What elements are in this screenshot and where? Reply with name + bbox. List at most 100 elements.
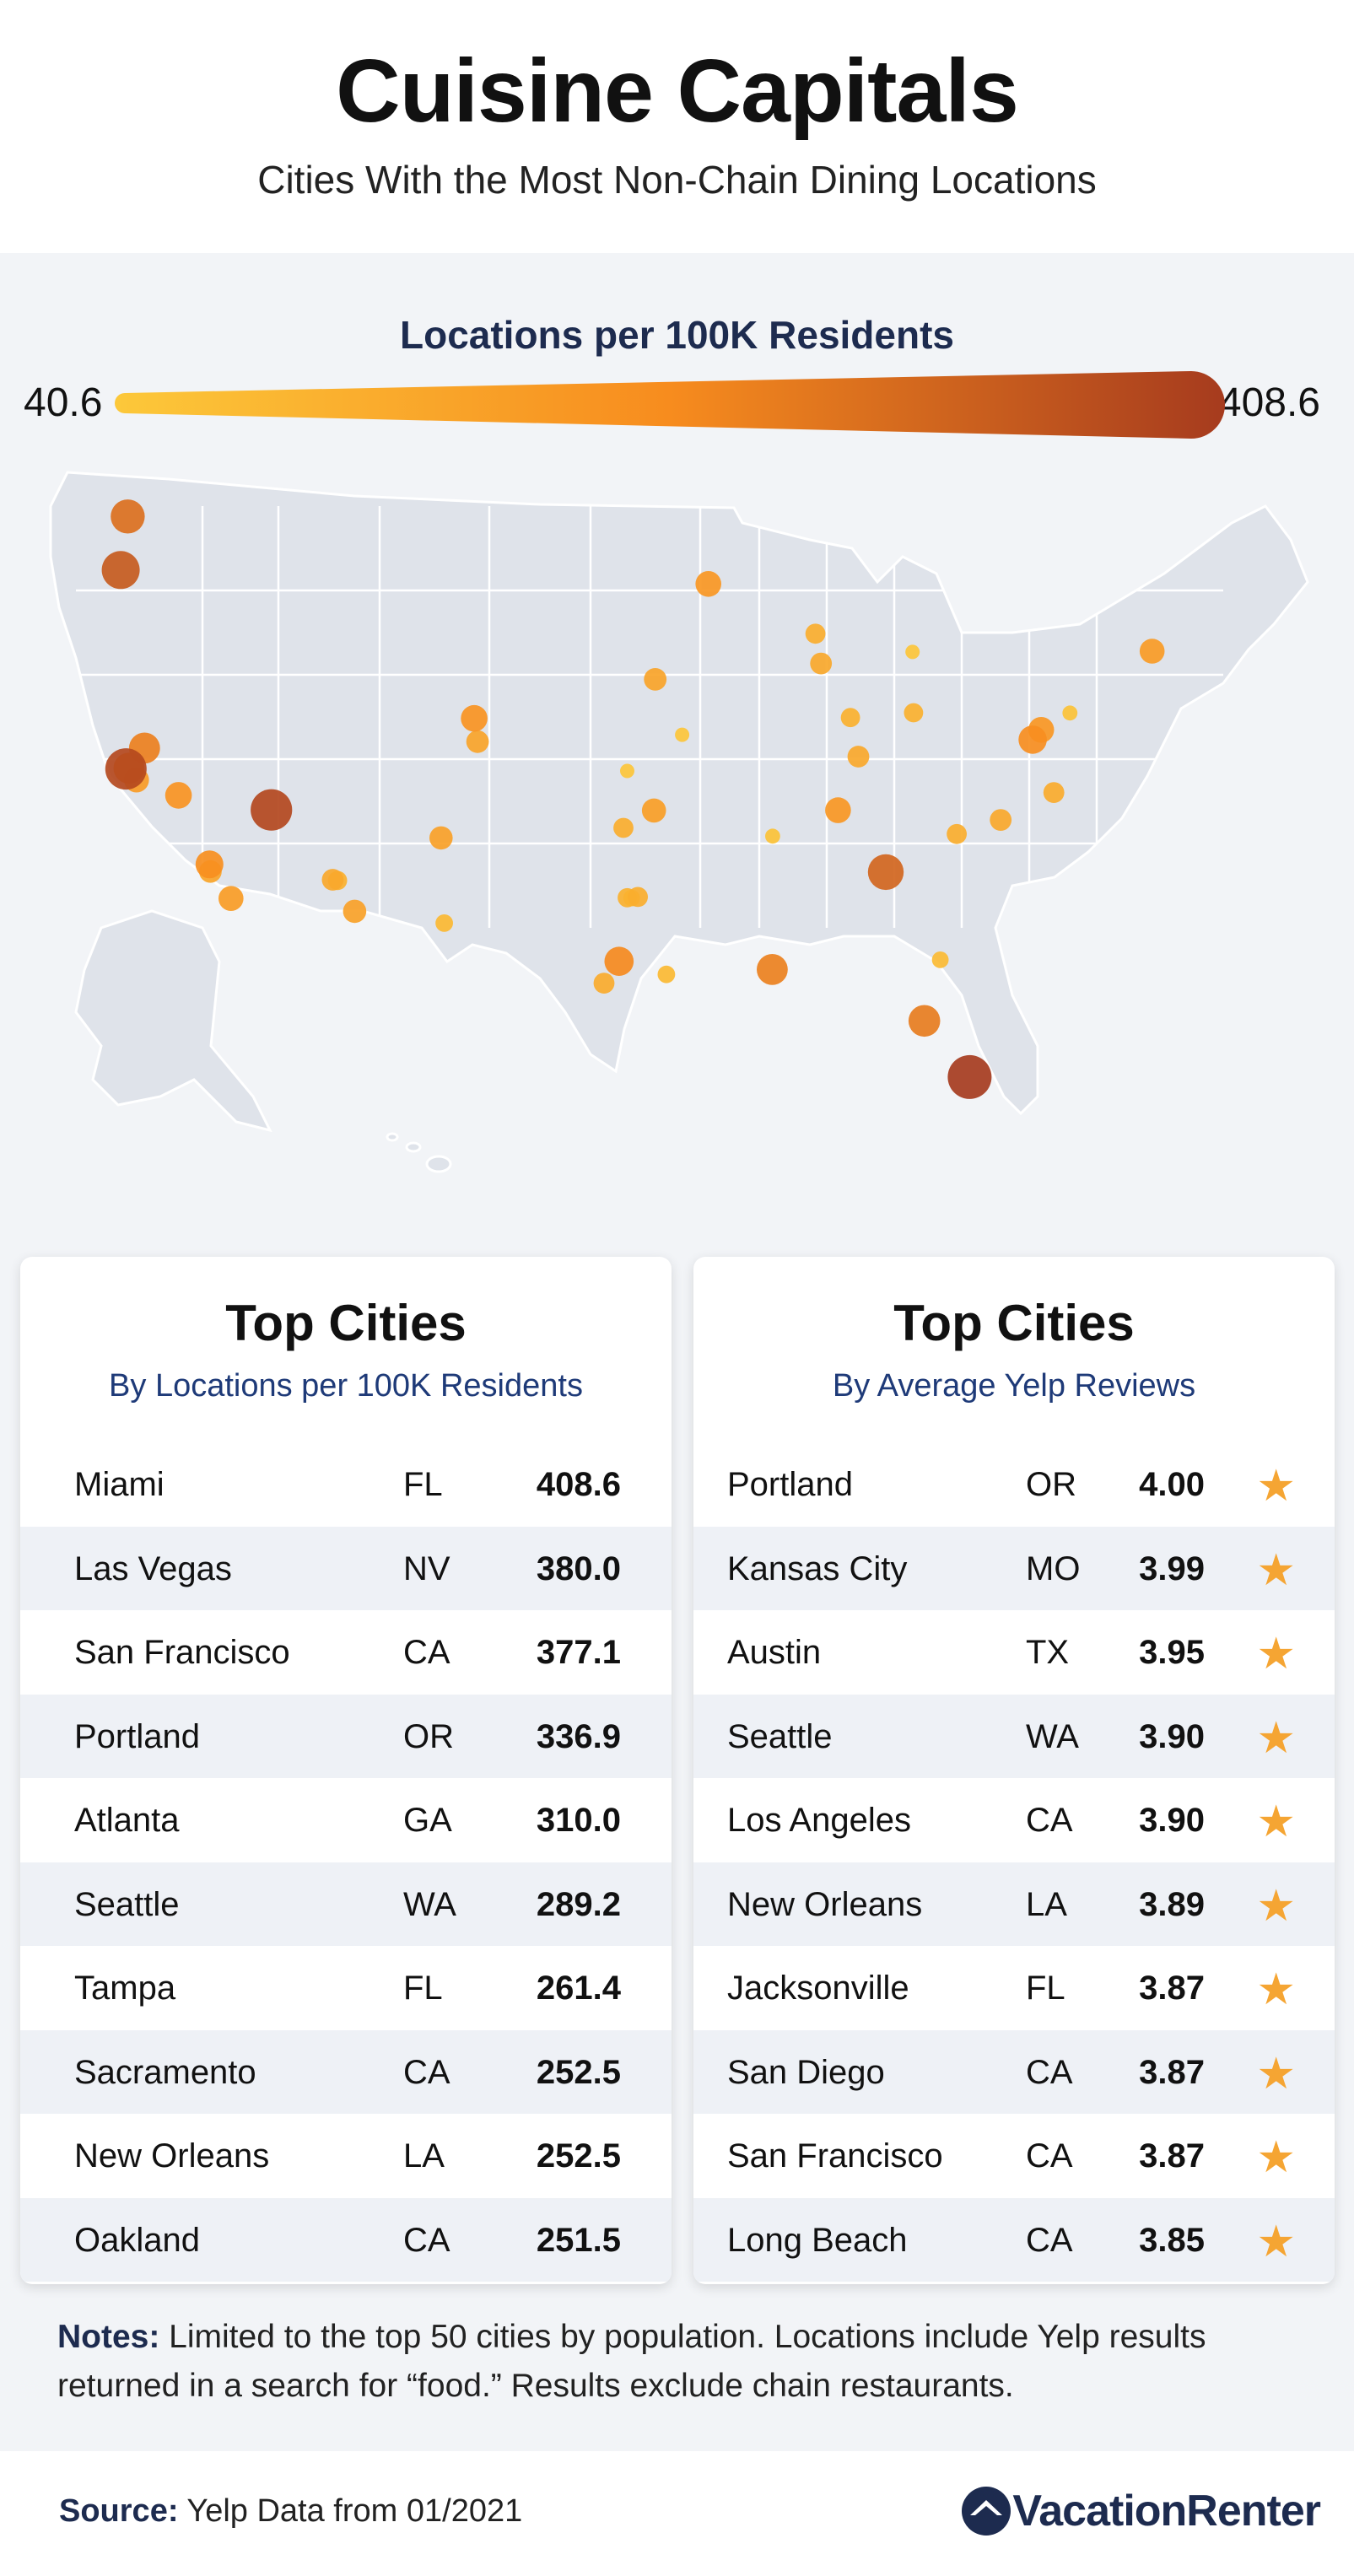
city-name: Jacksonville: [727, 1970, 909, 2007]
city-dot: [466, 730, 489, 753]
card-subtitle: By Average Yelp Reviews: [832, 1368, 1196, 1404]
city-dot: [165, 782, 192, 809]
page-subtitle: Cities With the Most Non-Chain Dining Lo…: [257, 158, 1097, 202]
table-row: Long Beach CA 3.85 ★: [693, 2197, 1335, 2282]
table-row: Atlanta GA 310.0: [20, 1778, 672, 1862]
city-name: Los Angeles: [727, 1802, 911, 1839]
star-icon: ★: [1256, 1545, 1296, 1595]
state-code: TX: [1026, 1634, 1070, 1671]
city-dot: [321, 869, 344, 891]
table-row: Portland OR 336.9: [20, 1694, 672, 1778]
state-code: OR: [1026, 1466, 1076, 1503]
star-icon: ★: [1256, 1630, 1296, 1679]
city-dot: [675, 727, 690, 742]
city-name: Oakland: [74, 2221, 200, 2259]
city-dot: [593, 973, 615, 994]
city-dot: [1062, 705, 1078, 721]
star-icon: ★: [1256, 1462, 1296, 1511]
city-dot: [641, 798, 666, 823]
value: 252.5: [536, 2137, 621, 2175]
card-subtitle: By Locations per 100K Residents: [109, 1368, 583, 1404]
city-dots: [101, 499, 1165, 1099]
city-dot: [101, 551, 140, 590]
table-row: Jacksonville FL 3.87 ★: [693, 1946, 1335, 2030]
value: 289.2: [536, 1885, 621, 1923]
card-title: Top Cities: [225, 1295, 467, 1351]
top-cities-reviews-card: Top Cities By Average Yelp Reviews Portl…: [693, 1257, 1335, 2284]
city-dot: [251, 789, 293, 831]
star-icon: ★: [1256, 1797, 1296, 1846]
logo-text: VacationRenter: [1012, 2487, 1321, 2536]
table-row: Kansas City MO 3.99 ★: [693, 1526, 1335, 1610]
legend-max-label: 408.6: [1218, 380, 1320, 425]
table-row: San Francisco CA 377.1: [20, 1610, 672, 1695]
value: 3.87: [1139, 2053, 1205, 2091]
city-name: Austin: [727, 1634, 822, 1671]
house-icon: [962, 2487, 1011, 2536]
city-name: Portland: [727, 1466, 853, 1503]
value: 252.5: [536, 2053, 621, 2091]
value: 3.90: [1139, 1717, 1205, 1755]
value: 310.0: [536, 1802, 621, 1839]
table-row: Sacramento CA 252.5: [20, 2029, 672, 2114]
state-code: WA: [1026, 1717, 1079, 1755]
state-code: WA: [403, 1885, 456, 1923]
city-dot: [990, 809, 1012, 831]
city-name: Las Vegas: [74, 1549, 232, 1587]
city-dot: [1018, 725, 1047, 754]
state-code: CA: [1026, 1802, 1073, 1839]
city-name: Miami: [74, 1466, 165, 1503]
table-row: Miami FL 408.6: [20, 1442, 672, 1527]
table-row: Las Vegas NV 380.0: [20, 1526, 672, 1610]
value: 408.6: [536, 1466, 621, 1503]
city-name: Long Beach: [727, 2221, 908, 2259]
city-dot: [343, 899, 367, 924]
value: 3.85: [1139, 2221, 1205, 2259]
us-land: [49, 471, 1309, 1173]
table-row: Oakland CA 251.5: [20, 2197, 672, 2282]
table-row: San Francisco CA 3.87 ★: [693, 2114, 1335, 2198]
city-table: Miami FL 408.6 Las Vegas NV 380.0 San Francisc…: [20, 1442, 672, 2282]
city-name: Seattle: [74, 1885, 180, 1923]
value: 380.0: [536, 1549, 621, 1587]
city-dot: [613, 817, 634, 838]
city-name: New Orleans: [727, 1885, 923, 1923]
table-row: Portland OR 4.00 ★: [693, 1442, 1335, 1527]
value: 3.87: [1139, 1970, 1205, 2007]
city-dot: [218, 886, 244, 911]
header: Cuisine Capitals Cities With the Most No…: [0, 0, 1354, 253]
city-name: San Diego: [727, 2053, 885, 2091]
city-dot: [931, 951, 949, 968]
table-row: Austin TX 3.95 ★: [693, 1610, 1335, 1695]
city-dot: [810, 652, 833, 675]
city-dot: [604, 946, 634, 976]
state-code: CA: [1026, 2137, 1073, 2175]
notes-label: Notes:: [57, 2319, 160, 2355]
state-code: LA: [403, 2137, 445, 2175]
city-name: San Francisco: [727, 2137, 943, 2175]
value: 261.4: [536, 1970, 621, 2007]
us-map: [49, 471, 1309, 1173]
table-row: Seattle WA 289.2: [20, 1862, 672, 1946]
table-row: New Orleans LA 3.89 ★: [693, 1862, 1335, 1946]
source: Source: Yelp Data from 01/2021: [59, 2493, 522, 2530]
star-icon: ★: [1256, 2049, 1296, 2099]
hawaii-shape: [386, 1132, 399, 1142]
city-dot: [429, 826, 453, 850]
city-name: New Orleans: [74, 2137, 270, 2175]
state-code: NV: [403, 1549, 450, 1587]
source-text: Yelp Data from 01/2021: [178, 2493, 523, 2529]
source-label: Source:: [59, 2493, 179, 2529]
value: 3.87: [1139, 2137, 1205, 2175]
state-code: FL: [1026, 1970, 1065, 2007]
city-name: Kansas City: [727, 1549, 908, 1587]
city-dot: [644, 668, 667, 691]
contiguous-us-shape: [49, 471, 1309, 1116]
state-code: FL: [403, 1970, 443, 2007]
star-icon: ★: [1256, 2217, 1296, 2266]
table-row: Los Angeles CA 3.90 ★: [693, 1778, 1335, 1862]
vacationrenter-logo: VacationRenter: [960, 2482, 1321, 2541]
state-code: FL: [403, 1466, 443, 1503]
star-icon: ★: [1256, 2133, 1296, 2182]
table-row: San Diego CA 3.87 ★: [693, 2029, 1335, 2114]
